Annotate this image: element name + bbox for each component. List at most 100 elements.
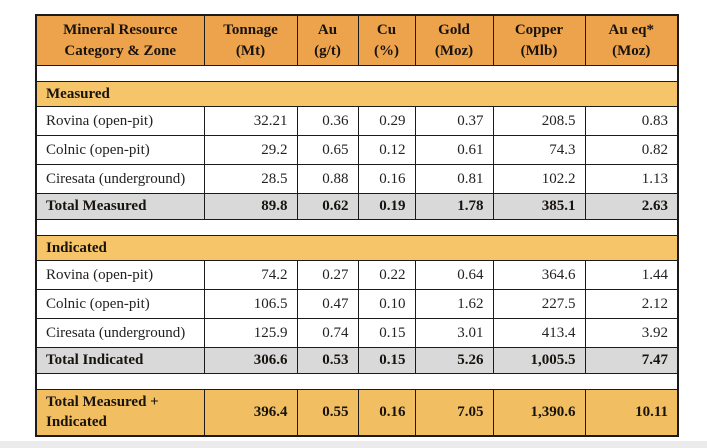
col-header-line2: (Moz) [612,42,651,59]
cell-au-eq: 2.63 [584,193,679,220]
cell-zone: Colnic (open-pit) [35,135,205,165]
total-measured-row: Total Measured 89.8 0.62 0.19 1.78 385.1… [35,193,679,220]
cell-copper: 364.6 [492,260,586,290]
cell-copper: 385.1 [492,193,586,220]
col-header-line2: (Mlb) [520,42,558,59]
cell-tonnage: 306.6 [203,347,298,374]
section-header-indicated: Indicated [35,235,679,261]
cell-gold: 0.64 [414,260,494,290]
mineral-resource-table: Mineral Resource Category & Zone Tonnage… [35,14,679,437]
cell-copper: 74.3 [492,135,586,165]
table-row: Ciresata (underground) 28.5 0.88 0.16 0.… [35,164,679,194]
spacer-row [36,65,678,82]
col-header-line1: Cu [376,22,397,39]
table-row: Rovina (open-pit) 32.21 0.36 0.29 0.37 2… [35,106,679,136]
col-header-line2: (%) [374,42,399,59]
cell-tonnage: 28.5 [203,164,298,194]
cell-au: 0.53 [296,347,359,374]
cell-gold: 7.05 [414,389,494,437]
cell-tonnage: 396.4 [203,389,298,437]
cell-zone: Colnic (open-pit) [35,289,205,319]
cell-tonnage: 74.2 [203,260,298,290]
cell-au: 0.65 [296,135,359,165]
cell-au: 0.27 [296,260,359,290]
spacer-cell [36,65,678,82]
cell-au-eq: 0.83 [584,106,679,136]
cell-au-eq: 3.92 [584,318,679,348]
cell-total-label: Total Indicated [35,347,205,374]
cell-gold: 1.62 [414,289,494,319]
spacer-cell [36,373,678,390]
col-header-gold: Gold (Moz) [414,14,494,66]
cell-gold: 0.37 [414,106,494,136]
cell-copper: 227.5 [492,289,586,319]
table-row: Rovina (open-pit) 74.2 0.27 0.22 0.64 36… [35,260,679,290]
table-row: Colnic (open-pit) 106.5 0.47 0.10 1.62 2… [35,289,679,319]
cell-zone: Ciresata (underground) [35,318,205,348]
cell-au: 0.74 [296,318,359,348]
cell-au-eq: 10.11 [584,389,679,437]
cell-au-eq: 0.82 [584,135,679,165]
total-indicated-row: Total Indicated 306.6 0.53 0.15 5.26 1,0… [35,347,679,374]
cell-cu: 0.19 [357,193,416,220]
page-bottom-strip [0,441,707,448]
cell-tonnage: 29.2 [203,135,298,165]
cell-cu: 0.10 [357,289,416,319]
col-header-line1: Gold [438,22,470,39]
col-header-line2: (Moz) [434,42,474,59]
cell-au: 0.62 [296,193,359,220]
cell-cu: 0.15 [357,347,416,374]
table-row: Ciresata (underground) 125.9 0.74 0.15 3… [35,318,679,348]
cell-au: 0.88 [296,164,359,194]
col-header-cu: Cu (%) [357,14,416,66]
table-row: Colnic (open-pit) 29.2 0.65 0.12 0.61 74… [35,135,679,165]
cell-zone: Rovina (open-pit) [35,260,205,290]
cell-zone: Rovina (open-pit) [35,106,205,136]
col-header-line1: Au eq* [608,22,654,39]
col-header-line1: Copper [514,22,564,39]
cell-zone: Ciresata (underground) [35,164,205,194]
col-header-line1: Mineral Resource [63,22,178,39]
col-header-line1: Tonnage [223,22,278,39]
cell-copper: 102.2 [492,164,586,194]
cell-au-eq: 1.13 [584,164,679,194]
cell-grand-total-label: Total Measured + Indicated [35,389,205,437]
cell-tonnage: 125.9 [203,318,298,348]
cell-au: 0.47 [296,289,359,319]
cell-gold: 1.78 [414,193,494,220]
col-header-tonnage: Tonnage (Mt) [203,14,298,66]
table-header-row: Mineral Resource Category & Zone Tonnage… [35,14,679,66]
cell-gold: 0.81 [414,164,494,194]
col-header-au: Au (g/t) [296,14,359,66]
cell-gold: 5.26 [414,347,494,374]
section-title: Indicated [35,235,679,261]
cell-tonnage: 89.8 [203,193,298,220]
cell-cu: 0.29 [357,106,416,136]
spacer-row [36,219,678,236]
cell-copper: 413.4 [492,318,586,348]
col-header-line2: (Mt) [235,42,266,59]
section-title: Measured [35,81,679,107]
cell-copper: 1,390.6 [492,389,586,437]
cell-cu: 0.16 [357,389,416,437]
cell-tonnage: 32.21 [203,106,298,136]
col-header-line2: (g/t) [314,42,341,59]
cell-au: 0.55 [296,389,359,437]
cell-cu: 0.16 [357,164,416,194]
col-header-copper: Copper (Mlb) [492,14,586,66]
col-header-au-eq: Au eq* (Moz) [584,14,679,66]
col-header-line2: Category & Zone [64,42,177,59]
cell-au: 0.36 [296,106,359,136]
cell-cu: 0.22 [357,260,416,290]
cell-cu: 0.15 [357,318,416,348]
cell-au-eq: 2.12 [584,289,679,319]
spacer-row [36,373,678,390]
cell-gold: 3.01 [414,318,494,348]
cell-au-eq: 1.44 [584,260,679,290]
cell-gold: 0.61 [414,135,494,165]
cell-cu: 0.12 [357,135,416,165]
section-header-measured: Measured [35,81,679,107]
cell-au-eq: 7.47 [584,347,679,374]
spacer-cell [36,219,678,236]
